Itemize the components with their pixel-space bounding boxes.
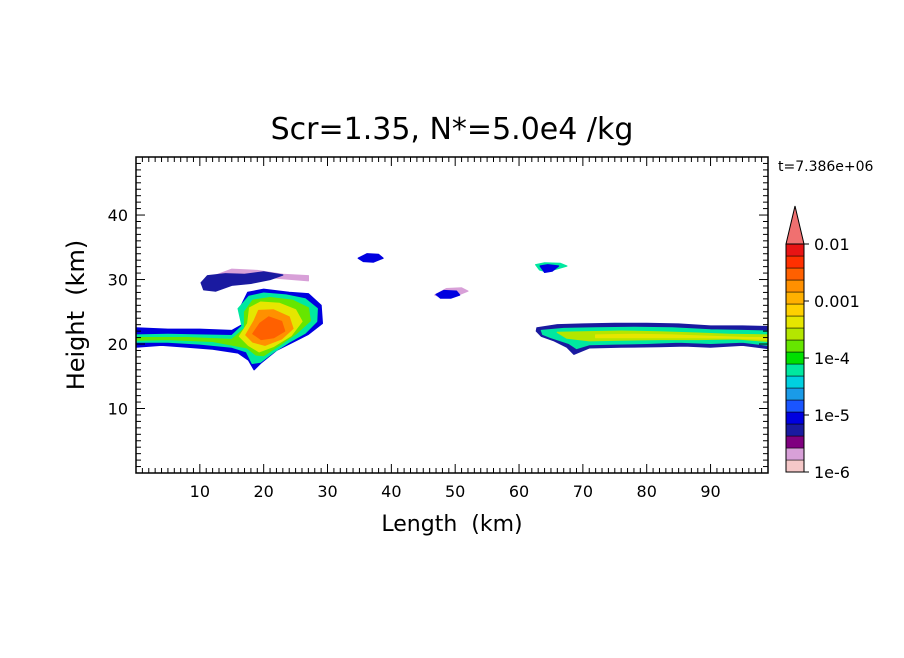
plot-frame [135, 156, 769, 474]
x-tick-label-30: 30 [317, 482, 337, 501]
chart-title: Scr=1.35, N*=5.0e4 /kg [271, 112, 634, 147]
data-region-7 [252, 316, 286, 341]
x-tick-label-70: 70 [573, 482, 593, 501]
colorbar-segment-14 [785, 291, 805, 305]
data-regions [136, 253, 768, 371]
colorbar-extend-arrow [785, 205, 805, 245]
x-tick-label-80: 80 [637, 482, 657, 501]
colorbar-segment-11 [785, 327, 805, 341]
x-tick-label-90: 90 [700, 482, 720, 501]
colorbar-label-1: 0.001 [814, 292, 860, 311]
colorbar-label-4: 1e-6 [814, 463, 850, 482]
data-region-10 [435, 289, 461, 299]
time-label: t=7.386e+06 [778, 159, 874, 175]
colorbar-segment-15 [785, 279, 805, 293]
x-tick-label-10: 10 [190, 482, 210, 501]
data-region-16 [594, 333, 768, 341]
data-region-8 [357, 253, 384, 263]
x-tick-label-50: 50 [445, 482, 465, 501]
colorbar-label-2: 1e-4 [814, 349, 850, 368]
colorbar: 0.01 0.001 1e-4 1e-5 1e-6 [785, 205, 860, 482]
colorbar-segment-6 [785, 387, 805, 401]
plot-area: 10 20 30 40 50 60 70 80 90 10 20 30 40 [108, 156, 769, 501]
colorbar-segment-10 [785, 339, 805, 353]
colorbar-segment-7 [785, 375, 805, 389]
y-tick-label-10: 10 [108, 400, 128, 419]
colorbar-segment-1 [785, 447, 805, 461]
y-tick-label-20: 20 [108, 335, 128, 354]
colorbar-segment-0 [785, 459, 805, 473]
data-region-12 [539, 264, 560, 273]
colorbar-segment-5 [785, 399, 805, 413]
x-tick-label-40: 40 [381, 482, 401, 501]
colorbar-segment-16 [785, 267, 805, 281]
colorbar-segment-4 [785, 411, 805, 425]
colorbar-segment-9 [785, 351, 805, 365]
colorbar-segment-13 [785, 303, 805, 317]
colorbar-label-0: 0.01 [814, 235, 850, 254]
y-tick-label-40: 40 [108, 206, 128, 225]
colorbar-label-3: 1e-5 [814, 406, 850, 425]
colorbar-segment-12 [785, 315, 805, 329]
colorbar-segment-2 [785, 435, 805, 449]
x-axis-label: Length (km) [381, 512, 522, 537]
colorbar-segment-8 [785, 363, 805, 377]
colorbar-segment-3 [785, 423, 805, 437]
x-tick-label-20: 20 [253, 482, 273, 501]
colorbar-segment-17 [785, 255, 805, 269]
colorbar-segment-18 [785, 243, 805, 257]
y-tick-label-30: 30 [108, 271, 128, 290]
x-tick-label-60: 60 [509, 482, 529, 501]
data-region-1 [200, 271, 284, 292]
y-axis-label: Height (km) [62, 240, 90, 391]
